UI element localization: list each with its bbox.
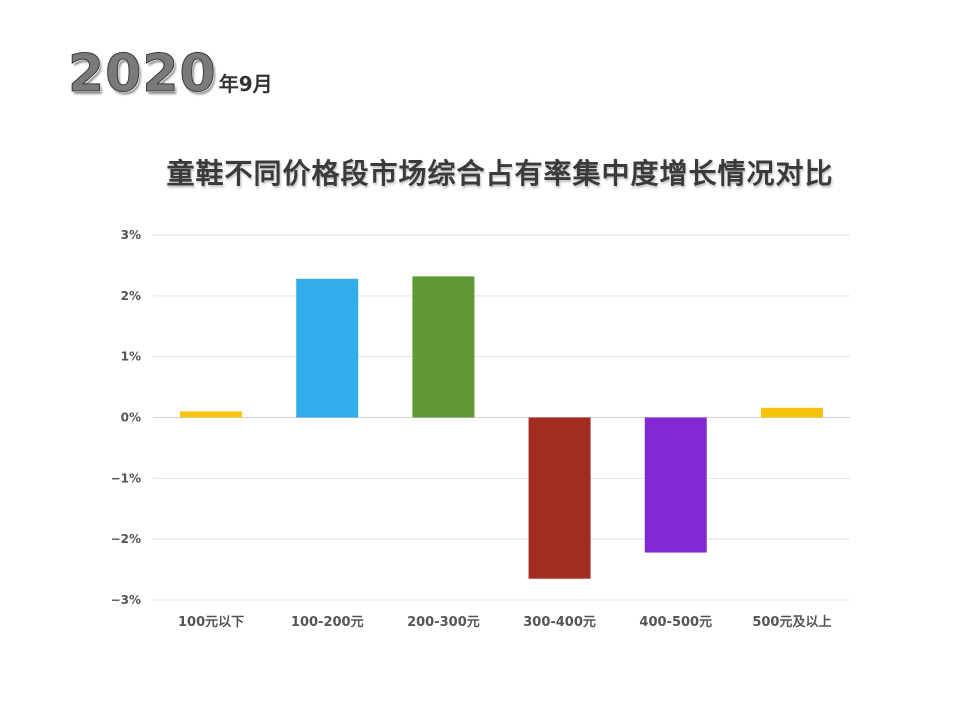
y-tick-label: 1% bbox=[121, 350, 141, 364]
x-category-label: 300-400元 bbox=[523, 615, 596, 630]
bar bbox=[180, 411, 243, 418]
x-category-label: 400-500元 bbox=[639, 615, 712, 630]
y-tick-label: −2% bbox=[111, 532, 141, 546]
year-text: 2020 bbox=[68, 44, 217, 105]
y-tick-label: 3% bbox=[121, 228, 141, 242]
bar bbox=[412, 276, 475, 418]
chart-title: 童鞋不同价格段市场综合占有率集中度增长情况对比 bbox=[166, 157, 834, 190]
x-category-label: 100-200元 bbox=[291, 615, 364, 630]
month-text: 年9月 bbox=[218, 72, 273, 96]
x-axis-categories: 100元以下 100-200元 200-300元 300-400元 400-500元 50… bbox=[178, 615, 831, 630]
bar bbox=[528, 417, 591, 579]
x-category-label: 200-300元 bbox=[407, 615, 480, 630]
bar bbox=[296, 278, 359, 418]
bars bbox=[180, 276, 823, 579]
gridlines bbox=[153, 234, 850, 601]
y-tick-label: −3% bbox=[111, 593, 141, 607]
y-axis-ticks: 3% 2% 1% 0% −1% −2% −3% bbox=[111, 228, 141, 607]
x-category-label: 100元以下 bbox=[178, 615, 244, 630]
date-header: 2020 年9月 bbox=[68, 44, 273, 105]
bar bbox=[644, 417, 707, 553]
x-category-label: 500元及以上 bbox=[752, 615, 831, 630]
bar bbox=[760, 407, 823, 418]
y-tick-label: −1% bbox=[111, 471, 141, 485]
y-tick-label: 2% bbox=[121, 289, 141, 303]
y-tick-label: 0% bbox=[121, 411, 141, 425]
